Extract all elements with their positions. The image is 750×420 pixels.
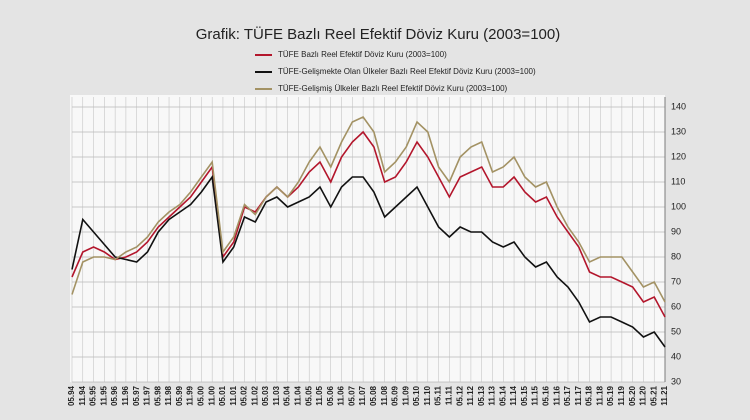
x-tick-label: 11.96	[121, 385, 130, 405]
x-tick-label: 11.06	[337, 385, 346, 405]
chart-title: Grafik: TÜFE Bazlı Reel Efektif Döviz Ku…	[196, 25, 560, 43]
x-tick-label: 05.11	[434, 385, 443, 405]
x-tick-label: 11.11	[444, 385, 453, 405]
x-tick-label: 11.18	[595, 385, 604, 405]
y-tick-label: 120	[671, 151, 686, 161]
x-tick-label: 11.14	[509, 385, 518, 405]
x-tick-label: 05.97	[132, 385, 141, 406]
x-tick-label: 11.02	[250, 385, 259, 405]
x-tick-label: 11.94	[78, 385, 87, 405]
x-tick-label: 05.02	[240, 385, 249, 406]
x-tick-label: 11.99	[186, 385, 195, 405]
x-tick-label: 05.04	[283, 385, 292, 406]
x-tick-label: 05.14	[498, 385, 507, 406]
x-tick-label: 11.17	[574, 385, 583, 405]
x-tick-label: 11.19	[617, 385, 626, 405]
series-line	[71, 115, 666, 303]
x-tick-label: 05.96	[110, 385, 119, 406]
x-tick-label: 11.21	[660, 385, 669, 405]
x-tick-label: 05.05	[304, 385, 313, 406]
x-tick-label: 11.01	[229, 385, 238, 405]
y-tick-label: 130	[671, 126, 686, 136]
x-tick-label: 11.05	[315, 385, 324, 405]
y-tick-label: 100	[671, 201, 686, 211]
x-tick-label: 11.07	[358, 385, 367, 405]
x-tick-label: 05.18	[585, 385, 594, 406]
x-tick-label: 11.00	[207, 385, 216, 405]
x-tick-label: 05.17	[563, 385, 572, 406]
legend-label: TÜFE-Gelişmekte Olan Ülkeler Bazlı Reel …	[278, 67, 536, 76]
x-tick-label: 11.09	[401, 385, 410, 405]
x-tick-label: 05.01	[218, 385, 227, 406]
y-tick-label: 80	[671, 251, 681, 261]
y-tick-label: 50	[671, 326, 681, 336]
y-tick-label: 60	[671, 301, 681, 311]
y-tick-label: 140	[671, 101, 686, 111]
x-tick-label: 05.00	[196, 385, 205, 406]
y-tick-label: 110	[671, 176, 685, 186]
x-tick-label: 11.20	[639, 385, 648, 405]
x-tick-label: 05.19	[606, 385, 615, 406]
y-tick-label: 70	[671, 276, 681, 286]
x-tick-label: 05.98	[153, 385, 162, 406]
x-tick-label: 11.12	[466, 385, 475, 405]
x-tick-label: 11.16	[552, 385, 561, 405]
x-tick-label: 05.09	[391, 385, 400, 406]
legend-label: TÜFE Bazlı Reel Efektif Döviz Kuru (2003…	[278, 50, 447, 59]
x-tick-label: 05.13	[477, 385, 486, 406]
x-tick-label: 05.94	[67, 385, 76, 406]
x-tick-label: 11.03	[272, 385, 281, 405]
y-tick-label: 40	[671, 351, 681, 361]
x-tick-label: 05.15	[520, 385, 529, 406]
y-tick-label: 90	[671, 226, 681, 236]
x-tick-label: 05.03	[261, 385, 270, 406]
x-tick-label: 05.07	[347, 385, 356, 406]
x-tick-label: 11.08	[380, 385, 389, 405]
x-tick-label: 11.10	[423, 385, 432, 405]
x-tick-label: 05.12	[455, 385, 464, 406]
x-tick-label: 05.20	[628, 385, 637, 406]
x-tick-label: 05.06	[326, 385, 335, 406]
series-line	[71, 130, 666, 318]
x-tick-label: 11.95	[99, 385, 108, 405]
y-tick-label: 30	[671, 376, 681, 386]
x-tick-label: 11.15	[531, 385, 540, 405]
x-tick-label: 05.99	[175, 385, 184, 406]
series-line	[71, 174, 666, 348]
x-tick-label: 11.04	[294, 385, 303, 405]
x-tick-label: 11.98	[164, 385, 173, 405]
x-tick-label: 05.08	[369, 385, 378, 406]
x-tick-label: 05.21	[649, 385, 658, 406]
legend-label: TÜFE-Gelişmiş Ülkeler Bazlı Reel Efektif…	[278, 84, 508, 93]
x-tick-label: 11.13	[488, 385, 497, 405]
x-tick-label: 11.97	[143, 385, 152, 405]
x-tick-label: 05.16	[542, 385, 551, 406]
x-tick-label: 05.10	[412, 385, 421, 406]
x-tick-label: 05.95	[89, 385, 98, 406]
